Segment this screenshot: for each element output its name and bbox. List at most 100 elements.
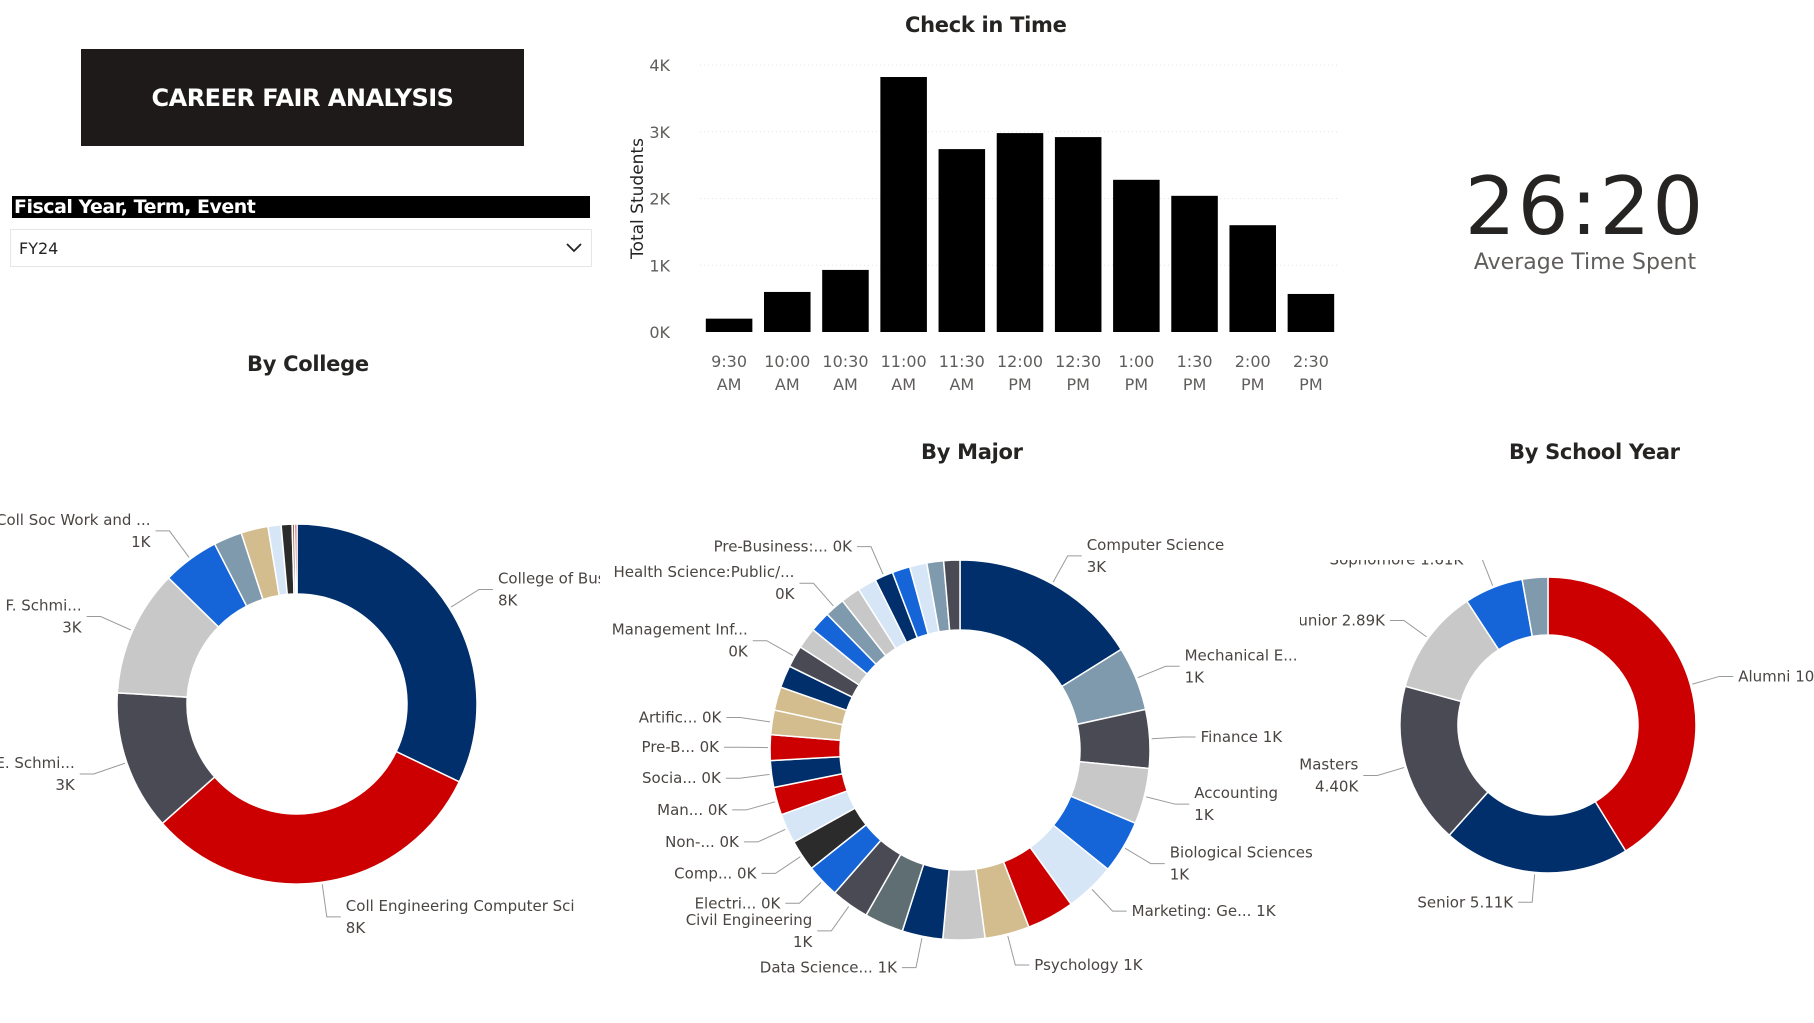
donut-slice[interactable] bbox=[161, 750, 461, 885]
slice-label: 0K bbox=[728, 643, 749, 661]
leader-line bbox=[321, 884, 341, 918]
bar[interactable] bbox=[1054, 137, 1102, 332]
x-tick-label: AM bbox=[775, 375, 800, 394]
slice-label: Comp... 0K bbox=[674, 864, 757, 882]
leader-line bbox=[1518, 874, 1536, 903]
checkin-bar-chart: 0K 1K 2K 3K 4K Total Students 9:30 AM 10:00 AM 10:… bbox=[628, 56, 1340, 394]
donut-slice[interactable] bbox=[1547, 576, 1697, 853]
x-tick-label: 12:30 bbox=[1055, 352, 1101, 371]
x-tick-label: 9:30 bbox=[711, 352, 747, 371]
slice-label: Sophomore 1.61K bbox=[1330, 560, 1465, 569]
slice-label: 1K bbox=[793, 933, 814, 951]
college-chart-title: By College bbox=[247, 352, 369, 376]
slice-label: Artific... 0K bbox=[639, 709, 723, 727]
x-tick-label: 2:30 bbox=[1293, 352, 1329, 371]
major-chart-title: By Major bbox=[921, 440, 1023, 464]
slice-label: Senior 5.11K bbox=[1417, 893, 1514, 911]
slice-label: 4.40K bbox=[1315, 777, 1359, 795]
slicer-header: Fiscal Year, Term, Event bbox=[12, 196, 590, 218]
y-tick-label: 1K bbox=[649, 256, 670, 275]
x-tick-label: 10:30 bbox=[822, 352, 868, 371]
kpi-label: Average Time Spent bbox=[1473, 250, 1697, 275]
leader-line bbox=[1468, 560, 1494, 586]
slice-label: D. F. Schmi... bbox=[0, 597, 82, 615]
leader-line bbox=[725, 773, 770, 779]
leader-line bbox=[155, 530, 190, 558]
report-title-banner: CAREER FAIR ANALYSIS bbox=[81, 49, 524, 146]
donut-slice[interactable] bbox=[1521, 576, 1549, 638]
bar[interactable] bbox=[1287, 293, 1335, 332]
slice-label: Psychology 1K bbox=[1034, 956, 1143, 974]
slice-label: Socia... 0K bbox=[642, 769, 722, 787]
slice-label: 3K bbox=[55, 776, 76, 794]
bar[interactable] bbox=[764, 291, 811, 332]
x-tick-label: PM bbox=[1183, 375, 1206, 394]
bar[interactable] bbox=[822, 269, 869, 332]
donut-slice[interactable] bbox=[294, 523, 298, 595]
slice-label: 3K bbox=[62, 619, 83, 637]
slice-label: Finance 1K bbox=[1201, 728, 1284, 746]
donut-slice[interactable] bbox=[296, 523, 478, 783]
x-tick-label: 11:00 bbox=[881, 352, 927, 371]
y-tick-label: 4K bbox=[649, 56, 670, 75]
slice-label: Coll Soc Work and ... bbox=[0, 511, 150, 529]
slice-label: Data Science... 1K bbox=[760, 959, 898, 977]
leader-line bbox=[1007, 935, 1030, 966]
leader-line bbox=[752, 640, 794, 656]
checkin-chart-title: Check in Time bbox=[905, 13, 1067, 37]
slice-label: 1K bbox=[1170, 866, 1191, 884]
slice-label: Accounting bbox=[1194, 784, 1278, 802]
y-tick-label: 2K bbox=[649, 190, 670, 209]
bar[interactable] bbox=[880, 77, 927, 332]
leader-line bbox=[785, 882, 822, 904]
leader-line bbox=[761, 856, 801, 874]
slice-label: 1K bbox=[131, 533, 152, 551]
slice-label: Marketing: Ge... 1K bbox=[1132, 902, 1277, 920]
slice-label: Junior 2.89K bbox=[1300, 611, 1386, 629]
bar[interactable] bbox=[1229, 225, 1276, 332]
x-tick-label: PM bbox=[1241, 375, 1264, 394]
slice-label: Computer Science bbox=[1087, 536, 1224, 554]
x-tick-label: 12:00 bbox=[997, 352, 1043, 371]
y-tick-label: 3K bbox=[649, 123, 670, 142]
slice-label: 8K bbox=[346, 919, 367, 937]
x-tick-label: AM bbox=[833, 375, 858, 394]
leader-line bbox=[1151, 736, 1196, 740]
slice-label: Civil Engineering bbox=[686, 911, 813, 929]
slice-label: Alumni 10.31K bbox=[1738, 667, 1814, 685]
bar[interactable] bbox=[1171, 195, 1218, 332]
x-tick-label: 10:00 bbox=[764, 352, 810, 371]
leader-line bbox=[1389, 619, 1427, 638]
leader-line bbox=[901, 938, 923, 969]
y-axis-label: Total Students bbox=[628, 138, 648, 260]
x-tick-label: 1:00 bbox=[1118, 352, 1154, 371]
donut-slice[interactable] bbox=[942, 559, 961, 632]
bar[interactable] bbox=[938, 149, 986, 332]
slice-label: 8K bbox=[498, 591, 519, 609]
x-tick-label: AM bbox=[949, 375, 974, 394]
slice-label: Coll Engineering Computer Sci bbox=[346, 897, 575, 915]
bar[interactable] bbox=[996, 133, 1044, 332]
x-tick-label: 2:00 bbox=[1235, 352, 1271, 371]
slice-label: Health Science:Public/... bbox=[613, 563, 794, 581]
leader-line bbox=[1052, 555, 1082, 583]
slice-label: Biological Sciences bbox=[1170, 844, 1313, 862]
kpi-value: 26:20 bbox=[1464, 160, 1706, 253]
slice-label: 3K bbox=[1087, 558, 1108, 576]
bar[interactable] bbox=[705, 318, 753, 332]
leader-line bbox=[743, 829, 786, 843]
x-tick-label: PM bbox=[1008, 375, 1031, 394]
chevron-down-icon bbox=[566, 243, 582, 253]
leader-line bbox=[1692, 675, 1734, 685]
leader-line bbox=[817, 906, 850, 932]
leader-line bbox=[726, 717, 771, 723]
school-year-chart-title: By School Year bbox=[1509, 440, 1680, 464]
leader-line bbox=[732, 801, 776, 811]
x-tick-label: PM bbox=[1125, 375, 1148, 394]
fiscal-year-dropdown[interactable]: FY24 bbox=[10, 229, 592, 267]
bar[interactable] bbox=[1113, 179, 1160, 332]
leader-line bbox=[1091, 889, 1127, 912]
slicer-selected-value: FY24 bbox=[19, 238, 59, 258]
slice-label: Non-... 0K bbox=[665, 833, 740, 851]
x-tick-label: AM bbox=[891, 375, 916, 394]
